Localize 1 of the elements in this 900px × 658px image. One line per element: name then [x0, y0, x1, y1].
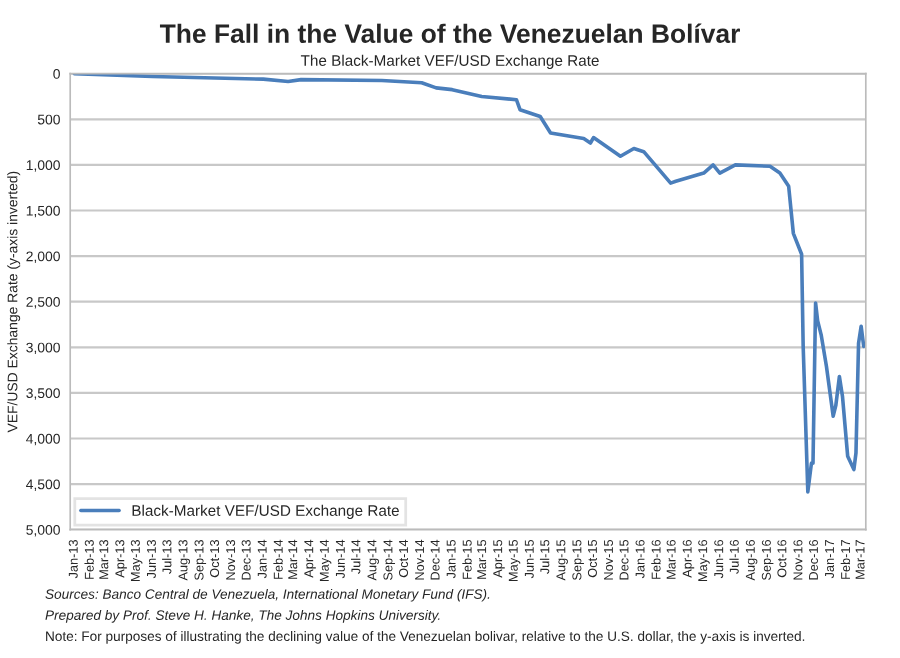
chart-title: The Fall in the Value of the Venezuelan Bolívar	[159, 23, 740, 44]
